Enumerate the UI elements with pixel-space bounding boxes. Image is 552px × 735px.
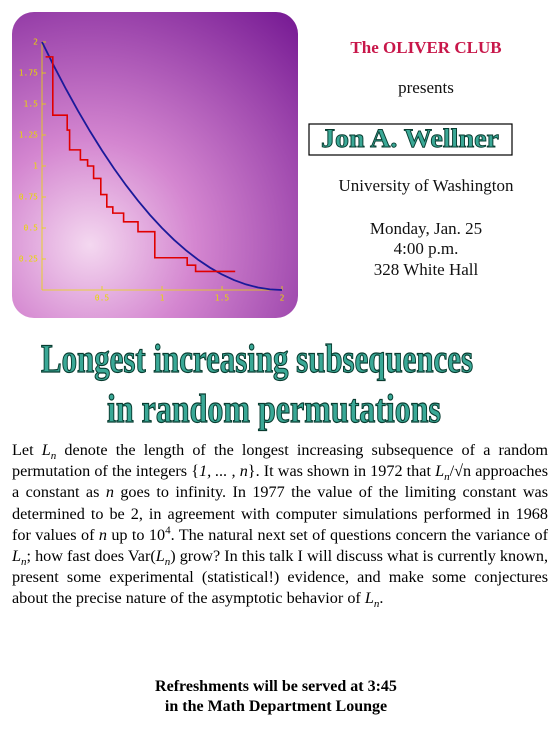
club: The OLIVER CLUB [350,38,502,57]
text-segment: Let [12,441,42,459]
text-segment: L [155,547,165,566]
y-tick-label: 1 [33,162,38,171]
text-segment: approaches a constant as [12,462,548,502]
title-line: Longest increasing subsequences [41,336,473,381]
text-segment: n [50,450,57,463]
x-tick-label: 2 [280,294,285,303]
y-tick-label: 0.25 [19,255,38,264]
text-segment: L [364,589,374,608]
abstract: Let Ln denote the length of the longest … [12,440,548,610]
text-segment: n [373,598,380,611]
date: Monday, Jan. 25 [369,219,483,238]
footer-line: Refreshments will be served at 3:45 [155,678,397,695]
text-segment: L [435,462,445,481]
curve [41,41,283,291]
title: Longest increasing subsequences in rando… [40,335,473,431]
text-segment: up to 10 [106,525,166,544]
text-segment: 1, ... , n [199,462,248,481]
text-segment: n [98,525,107,544]
x-tick-label: 0.5 [95,294,110,303]
text-segment: L [41,441,51,459]
text-segment: }. It was shown in 1972 that [247,462,436,481]
speaker-box: Jon A. Wellner [308,123,513,156]
text-segment: n [164,556,171,569]
text-segment: L [12,547,22,566]
y-tick-label: 2 [33,38,38,47]
presents: presents [398,78,454,97]
chart-background [12,12,298,318]
x-tick-label: 1 [160,294,165,303]
y-tick-label: 0.75 [19,193,38,202]
time: 4:00 p.m. [393,239,459,258]
text-segment: n [105,483,114,502]
text-segment: n [21,556,27,569]
y-tick-label: 1.75 [19,69,38,78]
y-tick-label: 1.5 [24,100,39,109]
step-line [45,56,236,273]
text-segment: ; how fast does Var( [26,547,156,566]
footer-line: in the Math Department Lounge [164,698,388,715]
y-tick-label: 0.5 [24,224,39,233]
text-segment: . [379,589,384,608]
text-segment: goes to infinity. In 1977 the value of t… [12,483,548,544]
chart: 2 1.75 1.5 1.25 1 0.75 0.5 0.25 0.5 1 1.5 2 [12,12,298,318]
x-tick-label: 1.5 [215,294,230,303]
text-segment: . The natural next set of questions conc… [170,525,549,544]
y-tick-label: 1.25 [19,131,38,140]
text-segment: /√n [449,462,472,481]
text-segment: 4 [165,524,171,537]
text-segment: denote the length of the longest increas… [12,441,548,481]
text-segment: ) grow? In this talk I will discuss what… [12,547,548,608]
title-line: in random permutations [107,386,441,431]
text-segment: n [444,471,450,484]
room: 328 White Hall [373,260,479,279]
affiliation: University of Washington [338,176,514,195]
speaker: Jon A. Wellner [321,124,499,153]
